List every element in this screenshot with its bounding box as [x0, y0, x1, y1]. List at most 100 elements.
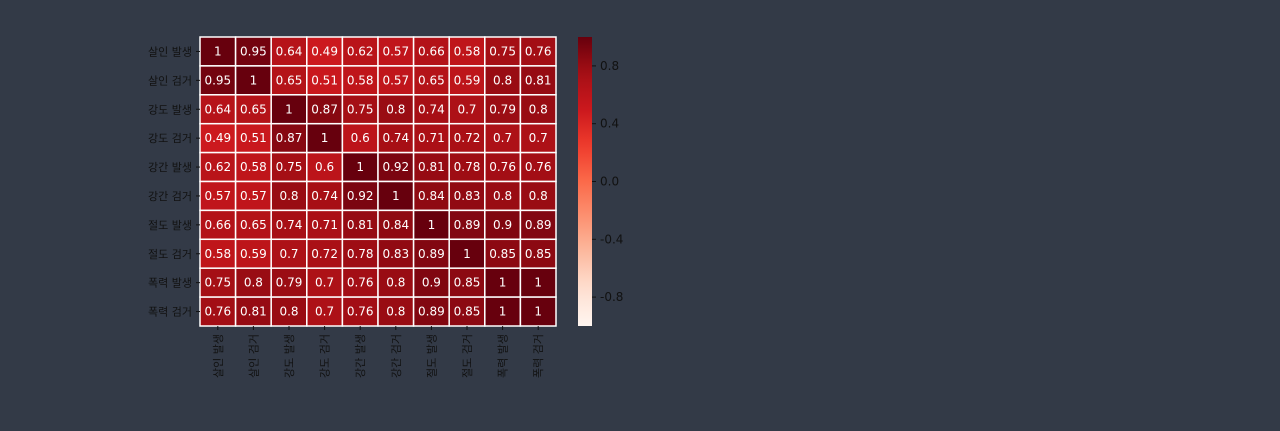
cell-value-label: 0.85: [489, 247, 516, 261]
heatmap-cells: 1 0.95 0.64 0.49 0.62 0.57 0.66 0.58 0.75 0.76 0.9…: [199, 36, 557, 327]
y-tick-label: 폭력 발생: [148, 277, 192, 290]
cell-value-label: 0.85: [454, 276, 481, 290]
cell-value-label: 0.75: [489, 44, 516, 58]
cell-value-label: 1: [499, 305, 507, 319]
heatmap-cell: [234, 65, 272, 96]
cell-value-label: 0.84: [382, 218, 409, 232]
x-tick-label: 강간 검거: [390, 334, 403, 378]
y-tick-label: 강간 검거: [148, 190, 192, 203]
heatmap-cell: [412, 94, 450, 125]
colorbar-tick-label: 0.4: [600, 117, 619, 131]
x-tick-label: 강도 발생: [283, 334, 296, 378]
heatmap-cell: [199, 209, 237, 241]
cell-value-label: 0.59: [454, 73, 481, 87]
cell-value-label: 0.64: [276, 44, 303, 58]
cell-value-label: 0.8: [529, 102, 548, 116]
cell-value-label: 0.76: [347, 305, 374, 319]
cell-value-label: 0.76: [525, 44, 552, 58]
heatmap-cell: [448, 209, 486, 241]
y-tick-label: 절도 검거: [148, 248, 192, 261]
cell-value-label: 0.74: [311, 189, 338, 203]
cell-value-label: 1: [250, 73, 258, 87]
x-tick-label: 절도 검거: [461, 334, 474, 378]
cell-value-label: 0.7: [315, 305, 334, 319]
heatmap-cell: [270, 94, 308, 125]
heatmap-cell: [484, 65, 522, 96]
colorbar-gradient: [578, 37, 592, 326]
cell-value-label: 0.8: [529, 189, 548, 203]
heatmap-cell: [484, 209, 522, 241]
colorbar-tick-label: 0.8: [600, 59, 619, 73]
cell-value-label: 0.83: [382, 247, 409, 261]
cell-value-label: 0.66: [418, 44, 445, 58]
cell-value-label: 1: [534, 305, 542, 319]
heatmap-cell: [341, 267, 379, 298]
cell-value-label: 0.89: [525, 218, 552, 232]
cell-value-label: 0.81: [418, 160, 445, 174]
heatmap-cell: [306, 209, 344, 241]
heatmap-cell: [519, 36, 557, 67]
cell-value-label: 1: [285, 102, 293, 116]
heatmap-cell: [448, 296, 486, 327]
heatmap-cell: [199, 180, 237, 212]
cell-value-label: 0.7: [529, 131, 548, 145]
y-tick-label: 폭력 검거: [148, 306, 192, 319]
heatmap-cell: [199, 296, 237, 327]
cell-value-label: 0.64: [204, 102, 231, 116]
cell-value-label: 0.8: [386, 276, 405, 290]
cell-value-label: 0.81: [240, 305, 267, 319]
heatmap-cell: [199, 122, 237, 154]
cell-value-label: 0.7: [457, 102, 476, 116]
cell-value-label: 0.76: [347, 276, 374, 290]
cell-value-label: 0.51: [311, 73, 338, 87]
cell-value-label: 0.75: [276, 160, 303, 174]
cell-value-label: 0.75: [347, 102, 374, 116]
cell-value-label: 0.62: [204, 160, 231, 174]
cell-value-label: 0.66: [204, 218, 231, 232]
cell-value-label: 0.57: [382, 73, 409, 87]
cell-value-label: 0.8: [244, 276, 263, 290]
cell-value-label: 0.85: [525, 247, 552, 261]
y-tick-label: 살인 발생: [148, 45, 192, 58]
cell-value-label: 0.57: [204, 189, 231, 203]
heatmap-cell: [484, 267, 522, 298]
cell-value-label: 0.7: [315, 276, 334, 290]
cell-value-label: 0.76: [525, 160, 552, 174]
heatmap-cell: [519, 267, 557, 298]
cell-value-label: 0.89: [454, 218, 481, 232]
heatmap-cell: [484, 94, 522, 125]
cell-value-label: 0.65: [240, 102, 267, 116]
cell-value-label: 0.75: [204, 276, 231, 290]
heatmap-cell: [234, 238, 272, 269]
heatmap-cell: [306, 238, 344, 269]
cell-value-label: 0.79: [276, 276, 303, 290]
x-tick-label: 살인 검거: [247, 334, 260, 378]
cell-value-label: 1: [356, 160, 364, 174]
cell-value-label: 0.76: [204, 305, 231, 319]
cell-value-label: 0.8: [386, 102, 405, 116]
heatmap-cell: [377, 209, 415, 241]
heatmap-cell: [412, 65, 450, 96]
cell-value-label: 0.87: [276, 131, 303, 145]
x-tick-label: 강간 발생: [354, 334, 367, 378]
cell-value-label: 0.7: [493, 131, 512, 145]
heatmap-cell: [377, 180, 415, 212]
cell-value-label: 0.78: [454, 160, 481, 174]
cell-value-label: 0.8: [493, 73, 512, 87]
cell-value-label: 0.72: [454, 131, 481, 145]
heatmap-cell: [484, 296, 522, 327]
colorbar: 0.8 0.4 0.0 -0.4 -0.8: [578, 37, 623, 326]
heatmap-cell: [377, 65, 415, 96]
cell-value-label: 0.92: [382, 160, 409, 174]
heatmap-cell: [484, 180, 522, 212]
heatmap-cell: [341, 180, 379, 212]
colorbar-tick-label: 0.0: [600, 175, 619, 189]
cell-value-label: 0.79: [489, 102, 516, 116]
heatmap-cell: [448, 36, 486, 67]
x-tick-label: 절도 발생: [425, 334, 438, 378]
cell-value-label: 0.6: [315, 160, 334, 174]
cell-value-label: 0.8: [493, 189, 512, 203]
